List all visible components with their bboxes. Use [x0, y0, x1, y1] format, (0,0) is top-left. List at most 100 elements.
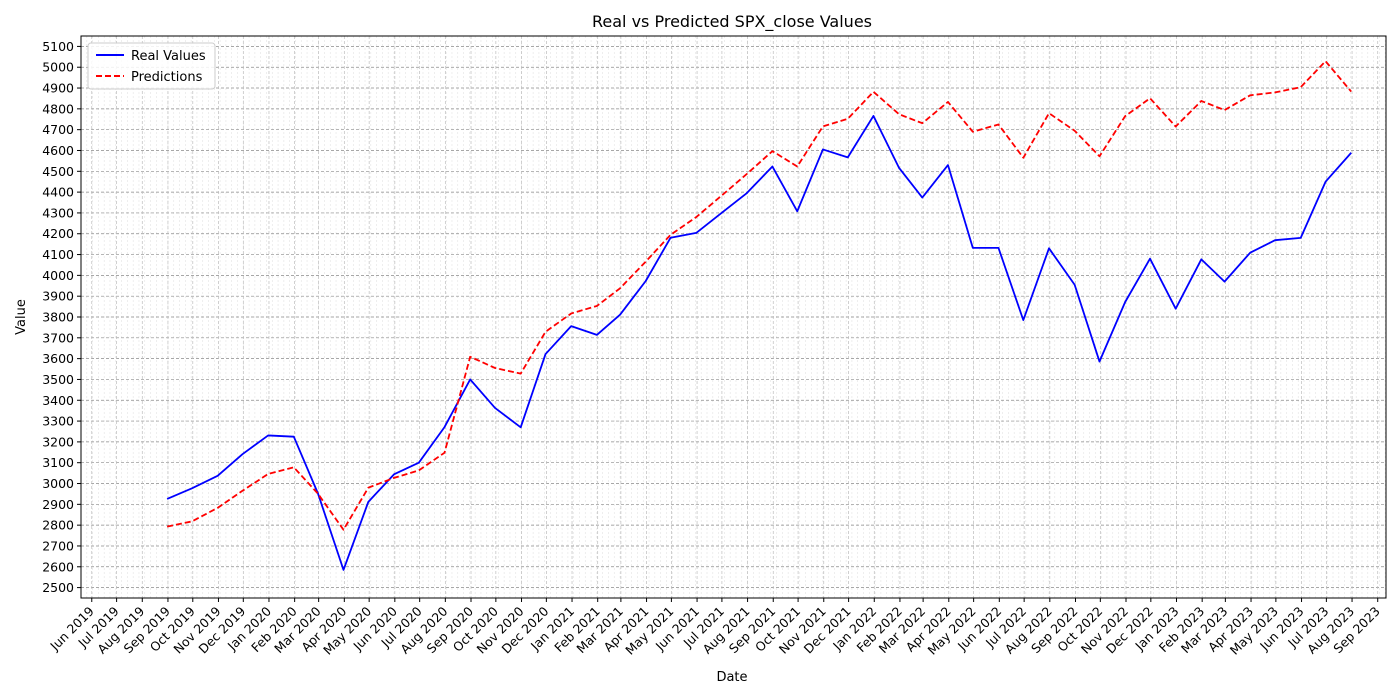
data-point [469, 355, 472, 358]
data-point [1350, 90, 1353, 93]
data-point [921, 196, 924, 199]
data-point [493, 406, 496, 409]
data-point [292, 435, 295, 438]
data-point [292, 466, 295, 469]
data-point [367, 500, 370, 503]
data-point [1223, 280, 1226, 283]
data-point [946, 163, 949, 166]
y-tick-label: 4100 [42, 247, 74, 262]
data-point [846, 117, 849, 120]
data-point [1299, 236, 1302, 239]
y-tick-label: 4800 [42, 101, 74, 116]
data-point [267, 472, 270, 475]
y-tick-label: 2700 [42, 538, 74, 553]
y-tick-label: 3300 [42, 414, 74, 429]
y-tick-label: 2900 [42, 497, 74, 512]
y-axis-label: Value [14, 299, 29, 335]
data-point [570, 312, 573, 315]
data-point [166, 497, 169, 500]
data-point [443, 451, 446, 454]
data-point [1047, 247, 1050, 250]
y-tick-label: 3100 [42, 455, 74, 470]
data-point [469, 378, 472, 381]
data-point [241, 489, 244, 492]
y-tick-label: 4200 [42, 226, 74, 241]
data-point [771, 165, 774, 168]
legend: Real Values Predictions [87, 42, 216, 90]
data-point [695, 231, 698, 234]
data-point [392, 476, 395, 479]
y-tick-label: 4600 [42, 143, 74, 158]
series-layer [166, 60, 1353, 571]
y-axis: 2500 2600 2700 2800 2900 3000 3100 3200 3300 3400… [42, 39, 81, 595]
data-point [190, 487, 193, 490]
data-point [669, 233, 672, 236]
data-point [1124, 115, 1127, 118]
data-point [1174, 125, 1177, 128]
data-point [1249, 251, 1252, 254]
data-point [618, 313, 621, 316]
data-point [1223, 109, 1226, 112]
data-point [190, 520, 193, 523]
data-point [771, 150, 774, 153]
data-point [493, 366, 496, 369]
chart-title: Real vs Predicted SPX_close Values [592, 12, 872, 32]
data-point [1200, 258, 1203, 261]
data-point [342, 528, 345, 531]
data-point [1022, 319, 1025, 322]
data-point [1273, 91, 1276, 94]
data-point [1350, 151, 1353, 154]
y-tick-label: 4300 [42, 205, 74, 220]
data-point [1073, 129, 1076, 132]
y-tick-label: 5000 [42, 60, 74, 75]
y-tick-label: 4400 [42, 185, 74, 200]
data-point [1249, 94, 1252, 97]
data-point [267, 434, 270, 437]
data-point [971, 246, 974, 249]
y-tick-label: 3600 [42, 351, 74, 366]
data-point [719, 212, 722, 215]
data-point [1098, 360, 1101, 363]
y-tick-label: 2800 [42, 518, 74, 533]
data-point [796, 210, 799, 213]
y-tick-label: 3400 [42, 393, 74, 408]
data-point [1299, 86, 1302, 89]
data-point [417, 461, 420, 464]
data-point [644, 260, 647, 263]
x-axis-label: Date [716, 670, 747, 685]
data-point [1047, 112, 1050, 115]
data-point [997, 123, 1000, 126]
data-point [392, 473, 395, 476]
legend-label-real: Real Values [131, 49, 206, 64]
data-point [443, 426, 446, 429]
data-point [846, 156, 849, 159]
y-tick-label: 3900 [42, 289, 74, 304]
data-point [971, 130, 974, 133]
data-point [1324, 60, 1327, 63]
data-point [997, 246, 1000, 249]
data-point [519, 426, 522, 429]
data-point [595, 333, 598, 336]
grid [81, 36, 1386, 598]
data-point [1174, 307, 1177, 310]
data-point [946, 100, 949, 103]
data-point [216, 474, 219, 477]
y-tick-label: 3500 [42, 372, 74, 387]
data-point [1098, 155, 1101, 158]
y-tick-label: 2600 [42, 559, 74, 574]
data-point [872, 90, 875, 93]
data-point [595, 304, 598, 307]
data-point [745, 172, 748, 175]
y-tick-label: 3000 [42, 476, 74, 491]
data-point [921, 122, 924, 125]
y-tick-label: 4700 [42, 122, 74, 137]
series-line-real [166, 115, 1352, 571]
data-point [898, 166, 901, 169]
data-point [1324, 180, 1327, 183]
data-point [519, 372, 522, 375]
data-point [1200, 99, 1203, 102]
y-tick-label: 5100 [42, 39, 74, 54]
data-point [570, 325, 573, 328]
